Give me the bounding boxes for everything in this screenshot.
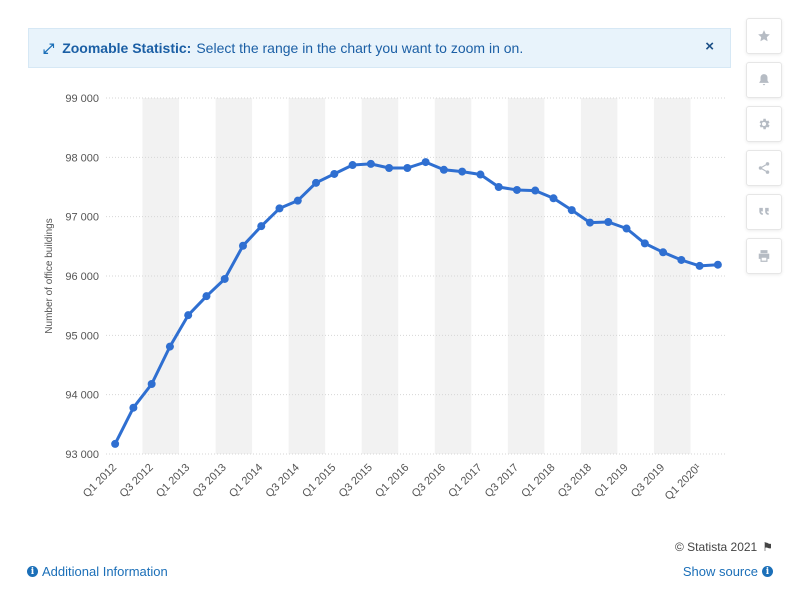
data-point[interactable]: [330, 169, 339, 178]
data-point[interactable]: [312, 178, 321, 187]
data-point[interactable]: [494, 183, 503, 191]
data-point[interactable]: [713, 260, 722, 269]
y-tick-label: 96 000: [65, 271, 99, 283]
expand-arrows-icon: ⤢: [43, 39, 55, 56]
x-tick-label: Q1 2013: [154, 462, 192, 500]
data-point[interactable]: [458, 167, 467, 176]
y-axis-label: Number of office buildings: [44, 218, 55, 333]
data-point[interactable]: [202, 292, 211, 301]
x-tick-label: Q3 2015: [337, 462, 375, 500]
side-toolbar: [746, 18, 782, 282]
data-point[interactable]: [111, 439, 120, 448]
x-tick-label: Q1 2012: [81, 462, 119, 500]
chart-band: [434, 98, 472, 454]
gear-icon: [759, 118, 770, 130]
banner-message: Select the range in the chart you want t…: [196, 40, 524, 56]
settings-button[interactable]: [746, 106, 782, 142]
gridlines: [106, 97, 727, 455]
data-point[interactable]: [366, 159, 375, 168]
data-point[interactable]: [147, 379, 156, 388]
data-point[interactable]: [257, 222, 266, 231]
x-tick-label: Q1 2016: [373, 462, 411, 500]
data-point[interactable]: [165, 342, 174, 351]
y-tick-label: 93 000: [65, 449, 99, 461]
share-icon: [758, 162, 770, 174]
data-point[interactable]: [677, 255, 686, 264]
data-point[interactable]: [129, 403, 138, 412]
data-point[interactable]: [695, 261, 704, 270]
additional-information-link[interactable]: i Additional Information: [27, 564, 168, 579]
series-line: [113, 160, 718, 445]
data-point[interactable]: [220, 274, 229, 283]
flag-icon: ⚑: [762, 540, 773, 554]
chart-band: [215, 98, 253, 454]
data-points: [111, 158, 722, 448]
data-point[interactable]: [385, 164, 394, 173]
data-point[interactable]: [275, 204, 284, 213]
statista-credit[interactable]: © Statista 2021 ⚑: [675, 540, 773, 554]
data-point[interactable]: [439, 165, 448, 174]
x-tick-label: Q3 2014: [264, 462, 302, 500]
data-point[interactable]: [659, 248, 668, 257]
data-point[interactable]: [531, 186, 540, 195]
y-axis-ticks: 93 000 94 000 95 000 96 000 97 000 98 000 99 0…: [65, 93, 99, 461]
data-point[interactable]: [421, 158, 430, 167]
close-banner-button[interactable]: ×: [705, 38, 714, 55]
data-point[interactable]: [348, 161, 357, 170]
info-icon: i: [762, 566, 773, 577]
cite-button[interactable]: [746, 194, 782, 230]
data-point[interactable]: [567, 206, 576, 215]
info-icon: i: [27, 566, 38, 577]
additional-information-label: Additional Information: [42, 564, 168, 579]
data-point[interactable]: [293, 196, 302, 205]
print-icon: [758, 250, 770, 262]
quote-icon: [759, 207, 769, 215]
x-tick-label: Q1 2017: [446, 462, 484, 500]
data-point[interactable]: [512, 185, 521, 194]
x-tick-label: Q1 2014: [227, 462, 265, 500]
data-point[interactable]: [640, 239, 649, 248]
y-tick-label: 99 000: [65, 93, 99, 105]
favorite-button[interactable]: [746, 18, 782, 54]
x-tick-label: Q3 2013: [191, 462, 229, 500]
data-point[interactable]: [403, 164, 412, 173]
share-button[interactable]: [746, 150, 782, 186]
data-point[interactable]: [184, 311, 193, 320]
data-point[interactable]: [622, 224, 631, 233]
x-tick-label: Q3 2018: [556, 462, 594, 500]
line-chart[interactable]: 93 000 94 000 95 000 96 000 97 000 98 000 99 0…: [0, 0, 740, 530]
y-tick-label: 97 000: [65, 212, 99, 224]
data-point[interactable]: [238, 241, 247, 250]
data-point[interactable]: [476, 170, 485, 179]
x-tick-label: Q3 2012: [117, 462, 155, 500]
data-point[interactable]: [604, 218, 613, 227]
x-tick-label: Q1 2015: [300, 462, 338, 500]
data-point[interactable]: [586, 218, 595, 227]
x-tick-label: Q1 2020¹: [663, 461, 704, 502]
x-tick-label: Q3 2016: [410, 462, 448, 500]
x-tick-label: Q1 2019: [592, 462, 630, 500]
x-tick-label: Q1 2018: [519, 462, 557, 500]
show-source-label: Show source: [682, 564, 758, 579]
x-tick-label: Q3 2019: [629, 462, 667, 500]
bell-icon: [759, 74, 769, 86]
star-icon: [758, 30, 770, 42]
banner-title: Zoomable Statistic:: [62, 40, 192, 56]
credit-text: © Statista 2021: [675, 540, 758, 554]
y-tick-label: 94 000: [65, 390, 99, 402]
y-tick-label: 98 000: [65, 152, 99, 164]
x-tick-label: Q3 2017: [483, 462, 521, 500]
chart-band: [653, 98, 691, 454]
y-tick-label: 95 000: [65, 330, 99, 342]
notification-button[interactable]: [746, 62, 782, 98]
show-source-link[interactable]: Show source i: [683, 564, 773, 579]
zoom-banner: ⤢ Zoomable Statistic: Select the range i…: [28, 28, 731, 68]
print-button[interactable]: [746, 238, 782, 274]
data-point[interactable]: [549, 194, 558, 203]
